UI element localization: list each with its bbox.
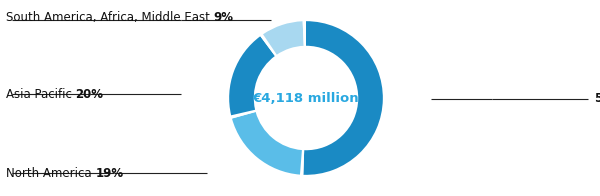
Text: Asia Pacific: Asia Pacific	[6, 88, 76, 101]
Text: €4,118 million: €4,118 million	[253, 92, 359, 104]
Wedge shape	[302, 21, 306, 46]
Text: 20%: 20%	[76, 88, 104, 101]
Text: 9%: 9%	[214, 11, 233, 24]
Wedge shape	[304, 21, 383, 175]
Text: North America: North America	[6, 167, 95, 180]
Text: 19%: 19%	[95, 167, 124, 180]
Wedge shape	[263, 21, 304, 55]
Wedge shape	[229, 36, 275, 115]
Text: 52%: 52%	[594, 93, 600, 105]
Text: South America, Africa, Middle East: South America, Africa, Middle East	[6, 11, 214, 24]
Wedge shape	[260, 34, 277, 56]
Wedge shape	[231, 110, 256, 119]
Wedge shape	[300, 150, 304, 175]
Wedge shape	[232, 112, 302, 175]
